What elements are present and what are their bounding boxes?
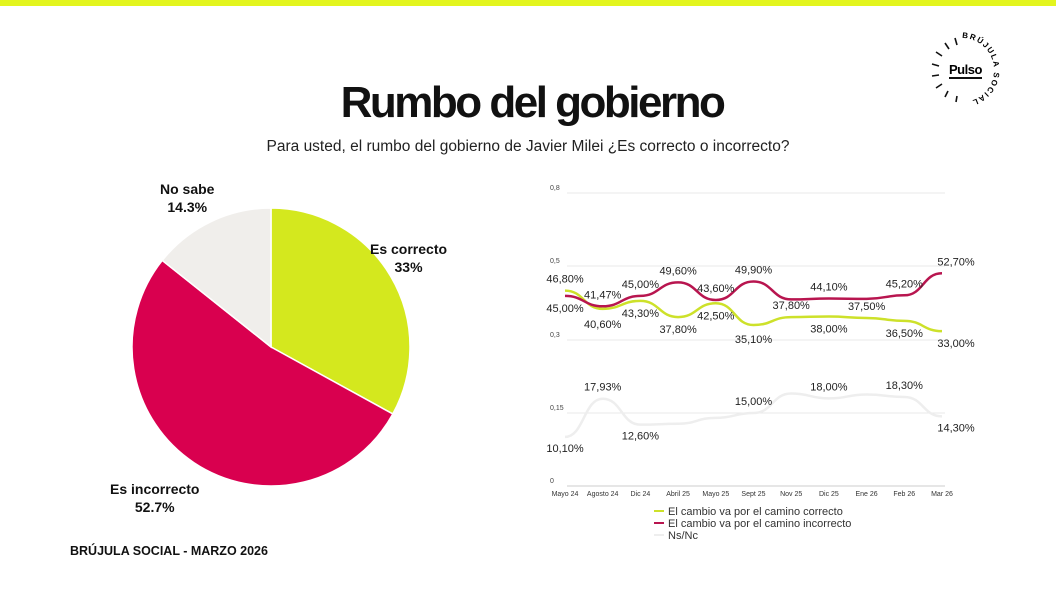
pie-slice-incorrecto bbox=[131, 259, 394, 487]
x-tick-label: Feb 26 bbox=[893, 491, 915, 498]
data-label: 45,20% bbox=[886, 278, 924, 290]
data-label: 45,00% bbox=[622, 279, 660, 291]
data-label: 40,60% bbox=[584, 319, 622, 331]
data-label: 18,30% bbox=[886, 380, 924, 392]
legend-item: El cambio va por el camino incorrecto bbox=[668, 518, 851, 530]
data-label: 18,00% bbox=[810, 381, 848, 393]
top-accent-bar bbox=[0, 0, 1056, 6]
x-tick-label: Mayo 25 bbox=[702, 491, 729, 498]
x-tick-label: Dic 25 bbox=[819, 491, 839, 498]
x-tick-label: Dic 24 bbox=[630, 491, 650, 498]
data-label: 43,30% bbox=[622, 308, 660, 320]
pie-label-incorrecto: Es incorrecto 52.7% bbox=[110, 481, 200, 515]
footer-source: BRÚJULA SOCIAL - MARZO 2026 bbox=[70, 544, 268, 558]
data-label: 43,60% bbox=[697, 283, 735, 295]
pulso-logo: BRÚJULA SOCIAL Pulso bbox=[931, 31, 1000, 107]
legend-item: El cambio va por el camino correcto bbox=[668, 506, 843, 518]
svg-text:Pulso: Pulso bbox=[949, 62, 982, 77]
pie-chart bbox=[131, 207, 411, 487]
legend-item: Ns/Nc bbox=[668, 530, 698, 542]
series-line-incorrecto bbox=[564, 272, 943, 308]
data-label: 37,50% bbox=[848, 301, 886, 313]
data-label: 37,80% bbox=[659, 324, 697, 336]
data-label: 49,90% bbox=[735, 264, 773, 276]
data-label: 10,10% bbox=[546, 443, 584, 455]
x-tick-label: Sept 25 bbox=[741, 491, 765, 498]
data-label: 41,47% bbox=[584, 289, 622, 301]
page-title: Rumbo del gobierno bbox=[340, 78, 726, 127]
pie-slice-correcto bbox=[270, 207, 411, 415]
series-line-correcto bbox=[564, 289, 943, 333]
data-label: 12,60% bbox=[622, 431, 660, 443]
data-label: 15,00% bbox=[735, 396, 773, 408]
series-line-nsnc bbox=[564, 392, 943, 439]
data-label: 46,80% bbox=[546, 274, 584, 286]
data-label: 37,80% bbox=[773, 300, 811, 312]
y-tick-label: 0,5 bbox=[550, 258, 560, 265]
data-label: 33,00% bbox=[937, 338, 975, 350]
data-label: 17,93% bbox=[584, 382, 622, 394]
data-label: 38,00% bbox=[810, 323, 848, 335]
data-label: 44,10% bbox=[810, 282, 848, 294]
pie-label-correcto: Es correcto 33% bbox=[370, 241, 448, 275]
page-subtitle: Para usted, el rumbo del gobierno de Jav… bbox=[266, 138, 790, 155]
pie-slice-nosabe bbox=[161, 207, 272, 349]
data-label: 14,30% bbox=[937, 422, 975, 434]
data-label: 49,60% bbox=[659, 265, 697, 277]
x-tick-label: Ene 26 bbox=[856, 491, 878, 498]
y-tick-label: 0,8 bbox=[550, 185, 560, 192]
x-tick-label: Agosto 24 bbox=[587, 491, 619, 498]
data-label: 35,10% bbox=[735, 334, 773, 346]
data-label: 45,00% bbox=[546, 303, 584, 315]
x-tick-label: Abril 25 bbox=[666, 491, 690, 498]
data-label: 42,50% bbox=[697, 310, 735, 322]
pie-label-nosabe: No sabe 14.3% bbox=[160, 181, 215, 215]
x-tick-label: Mar 26 bbox=[931, 491, 953, 498]
y-tick-label: 0 bbox=[550, 478, 554, 485]
y-tick-label: 0,3 bbox=[550, 332, 560, 339]
x-tick-label: Mayo 24 bbox=[552, 491, 579, 498]
y-tick-label: 0,15 bbox=[550, 405, 564, 412]
data-label: 36,50% bbox=[886, 328, 924, 340]
x-tick-label: Nov 25 bbox=[780, 491, 802, 498]
data-label: 52,70% bbox=[937, 256, 975, 268]
